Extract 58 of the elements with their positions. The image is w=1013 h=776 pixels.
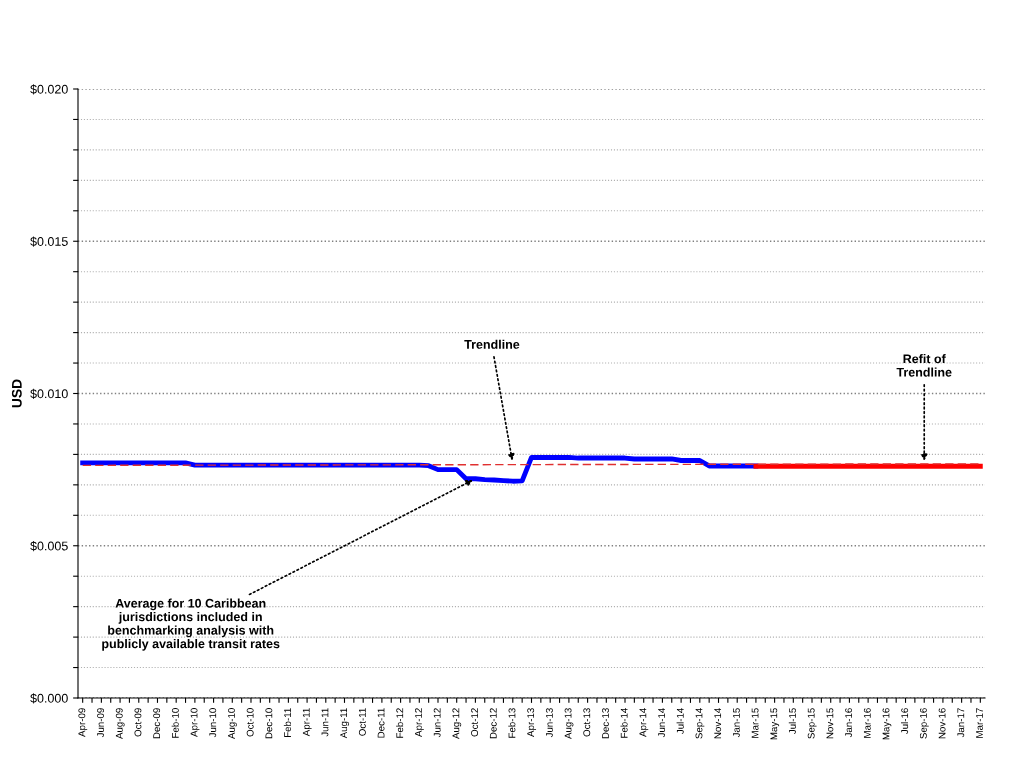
x-tick-label: Nov-16 — [938, 708, 946, 739]
x-tick-label: Oct-11 — [358, 708, 366, 736]
x-tick-label: Jul-14 — [676, 708, 684, 735]
x-tick-label: Oct-12 — [471, 708, 479, 737]
x-tick-label: Oct-13 — [583, 708, 591, 737]
x-tick-label: Jun-13 — [545, 708, 553, 738]
x-tick-label: Feb-11 — [283, 708, 291, 738]
x-tick-label: Apr-13 — [527, 708, 537, 737]
x-tick-label: Aug-13 — [564, 708, 574, 740]
x-tick-label: Jan-16 — [845, 708, 853, 738]
x-tick-label: Dec-09 — [153, 708, 161, 739]
x-tick-label: Mar-17 — [976, 708, 983, 738]
x-tick-label: Jul-15 — [788, 708, 796, 735]
y-tick-label: $0.005 — [30, 541, 68, 552]
x-tick-label: Dec-13 — [602, 708, 609, 739]
annotation: Trendline — [464, 339, 520, 349]
x-tick-label: Sep-16 — [919, 708, 929, 739]
x-tick-label: Feb-10 — [171, 708, 179, 738]
x-tick-label: Apr-11 — [302, 708, 312, 737]
x-tick-label: Apr-12 — [415, 708, 424, 737]
x-tick-label: May-15 — [770, 708, 780, 740]
x-tick-label: Oct-10 — [246, 708, 254, 737]
x-tick-label: Feb-12 — [396, 708, 404, 738]
x-tick-label: Jun-10 — [209, 708, 217, 738]
x-tick-label: Mar-16 — [863, 708, 871, 738]
x-tick-label: Dec-11 — [377, 708, 385, 738]
y-tick-label: $0.020 — [30, 84, 68, 95]
annotation: Average for 10 Caribbean jurisdictions included in benchmarking analysis with publicly available transit rates — [102, 598, 280, 651]
x-tick-label: Jul-16 — [900, 708, 909, 735]
x-tick-label: Jun-11 — [321, 708, 329, 737]
y-tick-label: $0.015 — [30, 236, 68, 247]
y-tick-label: $0.000 — [30, 693, 68, 704]
x-tick-label: Aug-10 — [228, 708, 237, 740]
x-tick-label: Feb-14 — [620, 708, 628, 738]
y-axis-title: USD — [11, 379, 22, 408]
x-tick-label: Apr-14 — [639, 708, 649, 737]
x-tick-label: Apr-09 — [78, 708, 88, 737]
x-tick-label: Mar-15 — [751, 708, 759, 738]
annotation: Refit of Trendline — [896, 354, 952, 377]
x-tick-label: Aug-09 — [115, 708, 125, 740]
x-tick-label: Jun-14 — [658, 708, 666, 738]
x-tick-label: Jun-12 — [433, 708, 441, 738]
x-tick-label: Aug-11 — [340, 708, 350, 739]
x-tick-label: May-16 — [882, 708, 892, 740]
x-tick-label: Feb-13 — [508, 708, 516, 738]
x-tick-label: Jan-17 — [957, 708, 965, 738]
x-tick-label: Jun-09 — [97, 708, 104, 738]
x-tick-label: Aug-12 — [452, 708, 462, 740]
x-tick-label: Nov-14 — [714, 708, 722, 739]
x-tick-label: Dec-12 — [489, 708, 497, 739]
x-tick-label: Apr-10 — [190, 708, 200, 737]
x-tick-label: Oct-09 — [134, 708, 142, 737]
x-tick-label: Nov-15 — [826, 708, 834, 739]
x-tick-label: Dec-10 — [265, 708, 273, 739]
x-tick-label: Sep-15 — [807, 708, 817, 739]
x-tick-label: Sep-14 — [695, 708, 705, 739]
x-tick-label: Jan-15 — [733, 708, 740, 738]
y-tick-label: $0.010 — [30, 388, 68, 399]
